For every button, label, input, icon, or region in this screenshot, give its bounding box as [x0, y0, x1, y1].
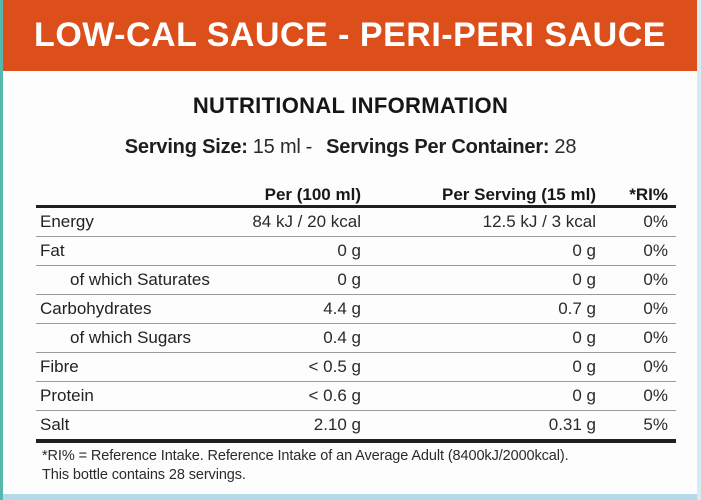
- col-header-per-100ml: Per (100 ml): [251, 180, 361, 208]
- table-row-salt: Salt 2.10 g 0.31 g 5%: [36, 410, 676, 443]
- serving-size-value: 15 ml: [252, 136, 301, 158]
- value-ri: 0%: [596, 265, 676, 295]
- value-per-serving: 0 g: [361, 265, 596, 295]
- table-row-fibre: Fibre < 0.5 g 0 g 0%: [36, 352, 676, 382]
- nutrition-table: Per (100 ml) Per Serving (15 ml) *RI% En…: [36, 180, 676, 443]
- table-row-fat: Fat 0 g 0 g 0%: [36, 236, 676, 266]
- footnote: *RI% = Reference Intake. Reference Intak…: [42, 447, 569, 485]
- value-per-100ml: 0 g: [251, 236, 361, 266]
- value-ri: 5%: [596, 410, 676, 443]
- table-row-carbohydrates: Carbohydrates 4.4 g 0.7 g 0%: [36, 294, 676, 324]
- left-edge-strip: [0, 0, 3, 500]
- product-title: LOW-CAL SAUCE - PERI-PERI SAUCE: [34, 16, 666, 54]
- nutrient-name: Fat: [36, 236, 251, 266]
- value-per-100ml: 0 g: [251, 265, 361, 295]
- nutrient-name: Fibre: [36, 352, 251, 382]
- value-per-serving: 0 g: [361, 381, 596, 411]
- nutrient-name: Energy: [36, 206, 251, 237]
- value-ri: 0%: [596, 236, 676, 266]
- value-per-100ml: 0.4 g: [251, 323, 361, 353]
- value-ri: 0%: [596, 206, 676, 237]
- value-per-100ml: < 0.6 g: [251, 381, 361, 411]
- table-row-sugars: of which Sugars 0.4 g 0 g 0%: [36, 323, 676, 353]
- serving-separator: -: [305, 136, 313, 158]
- table-row-saturates: of which Saturates 0 g 0 g 0%: [36, 265, 676, 295]
- value-per-serving: 0 g: [361, 352, 596, 382]
- serving-size-label: Serving Size:: [124, 136, 248, 158]
- nutrient-name: Carbohydrates: [36, 294, 251, 324]
- product-banner: LOW-CAL SAUCE - PERI-PERI SAUCE: [3, 0, 697, 71]
- value-per-100ml: 2.10 g: [251, 410, 361, 443]
- servings-per-container-value: 28: [554, 136, 577, 158]
- bottom-edge-strip: [0, 494, 701, 500]
- value-per-100ml: 84 kJ / 20 kcal: [251, 206, 361, 237]
- footnote-line-servings: This bottle contains 28 servings.: [42, 467, 246, 483]
- col-header-per-serving: Per Serving (15 ml): [361, 180, 596, 208]
- value-per-100ml: < 0.5 g: [251, 352, 361, 382]
- nutrient-name: of which Saturates: [36, 265, 251, 295]
- table-header-row: Per (100 ml) Per Serving (15 ml) *RI%: [36, 180, 676, 208]
- value-ri: 0%: [596, 294, 676, 324]
- nutrient-name: Salt: [36, 410, 251, 443]
- servings-per-container-label: Servings Per Container:: [326, 136, 550, 158]
- right-edge-strip: [697, 0, 701, 500]
- value-ri: 0%: [596, 381, 676, 411]
- value-per-serving: 0.31 g: [361, 410, 596, 443]
- serving-info: Serving Size: 15 ml - Servings Per Containe…: [0, 136, 701, 159]
- table-row-protein: Protein < 0.6 g 0 g 0%: [36, 381, 676, 411]
- col-header-nutrient: [36, 180, 251, 208]
- col-header-ri: *RI%: [596, 180, 676, 208]
- value-ri: 0%: [596, 352, 676, 382]
- value-per-serving: 0 g: [361, 323, 596, 353]
- value-per-100ml: 4.4 g: [251, 294, 361, 324]
- nutrient-name: Protein: [36, 381, 251, 411]
- section-title: NUTRITIONAL INFORMATION: [192, 93, 509, 118]
- value-ri: 0%: [596, 323, 676, 353]
- table-row-energy: Energy 84 kJ / 20 kcal 12.5 kJ / 3 kcal …: [36, 206, 676, 237]
- nutrient-name: of which Sugars: [36, 323, 251, 353]
- value-per-serving: 0 g: [361, 236, 596, 266]
- footnote-line-ri: *RI% = Reference Intake. Reference Intak…: [42, 448, 569, 464]
- value-per-serving: 12.5 kJ / 3 kcal: [361, 206, 596, 237]
- value-per-serving: 0.7 g: [361, 294, 596, 324]
